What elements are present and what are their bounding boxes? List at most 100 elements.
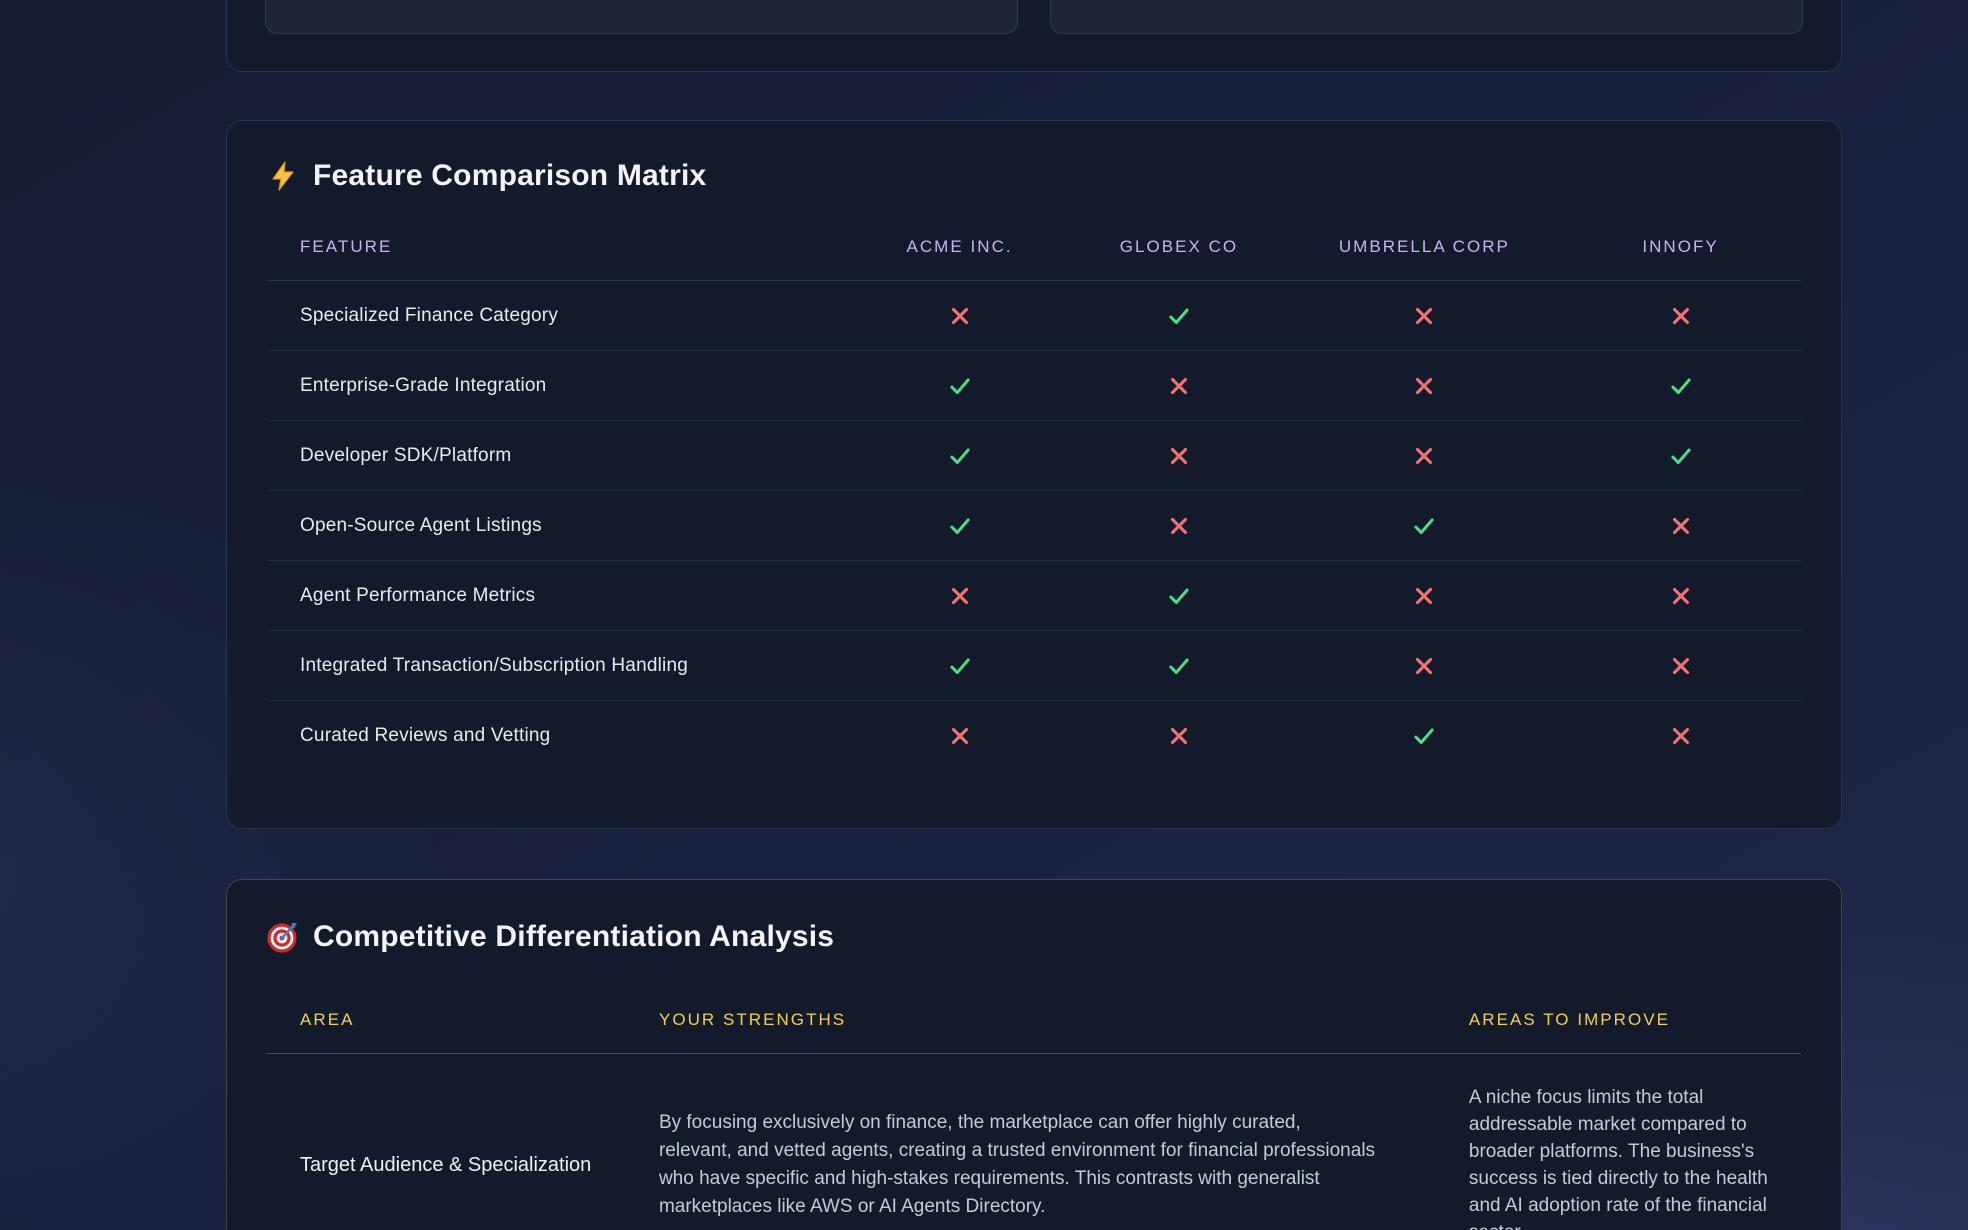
feature-unsupported-cell [1288, 420, 1561, 491]
feature-supported-cell [1560, 420, 1801, 491]
lightning-icon [267, 160, 299, 192]
check-icon [947, 373, 973, 399]
check-icon [1166, 303, 1192, 329]
check-icon [1166, 583, 1192, 609]
feature-matrix-title: Feature Comparison Matrix [267, 159, 1801, 193]
feature-unsupported-cell [1560, 560, 1801, 631]
check-icon [1166, 653, 1192, 679]
feature-supported-cell [1069, 630, 1289, 701]
column-header-your-strengths: YOUR STRENGTHS [625, 992, 1436, 1054]
differentiation-title-text: Competitive Differentiation Analysis [313, 920, 835, 953]
feature-unsupported-cell [1069, 350, 1289, 421]
cross-icon [1411, 653, 1437, 679]
improve-text: A niche focus limits the total addressab… [1468, 1087, 1768, 1230]
column-header-globex-co: GLOBEX CO [1069, 219, 1289, 281]
cross-icon [1668, 513, 1694, 539]
feature-unsupported-cell [1289, 281, 1561, 351]
feature-row-specialized-finance-category: Specialized Finance Category [267, 281, 1801, 351]
check-icon [1668, 443, 1694, 469]
check-icon [947, 653, 973, 679]
column-header-feature: FEATURE [267, 219, 850, 281]
strengths-text: By focusing exclusively on finance, the … [658, 1112, 1376, 1217]
feature-unsupported-cell [849, 700, 1070, 771]
feature-matrix-body: Specialized Finance Category Enterprise-G… [267, 281, 1801, 771]
cross-icon [1411, 443, 1437, 469]
feature-supported-cell [849, 490, 1070, 561]
column-header-innofy: INNOFY [1560, 219, 1801, 281]
differentiation-card: Competitive Differentiation Analysis ARE… [226, 879, 1842, 1230]
feature-supported-cell [1069, 560, 1289, 631]
target-icon [267, 921, 299, 953]
cross-icon [947, 723, 973, 749]
column-header-area: AREA [267, 992, 626, 1054]
feature-supported-cell [1069, 281, 1288, 351]
cross-icon [1668, 723, 1694, 749]
feature-unsupported-cell [1560, 630, 1801, 701]
cross-icon [1166, 373, 1192, 399]
previous-section-card [226, 0, 1842, 72]
check-icon [947, 513, 973, 539]
differentiation-table: AREA YOUR STRENGTHS AREAS TO IMPROVE Targe… [267, 992, 1801, 1230]
feature-row-open-source-agent-listings: Open-Source Agent Listings [267, 490, 1801, 561]
feature-row-curated-reviews-and-vetting: Curated Reviews and Vetting [267, 700, 1801, 771]
feature-supported-cell [1560, 350, 1801, 421]
cross-icon [1411, 583, 1437, 609]
column-header-acme-inc: ACME INC. [849, 219, 1070, 281]
cross-icon [1411, 373, 1437, 399]
feature-matrix-header-row: FEATURE ACME INC. GLOBEX CO UMBRELLA CORP IN… [267, 219, 1801, 281]
cross-icon [1411, 303, 1437, 329]
feature-matrix-table: FEATURE ACME INC. GLOBEX CO UMBRELLA CORP IN… [267, 219, 1801, 771]
cross-icon [1166, 723, 1192, 749]
feature-row-agent-performance-metrics: Agent Performance Metrics [267, 560, 1801, 631]
cross-icon [1166, 513, 1192, 539]
feature-unsupported-cell [850, 281, 1069, 351]
cross-icon [947, 303, 973, 329]
cross-icon [1668, 303, 1694, 329]
feature-matrix-title-text: Feature Comparison Matrix [313, 159, 707, 192]
feature-supported-cell [849, 630, 1070, 701]
column-header-umbrella-corp: UMBRELLA CORP [1288, 219, 1561, 281]
differentiation-header-row: AREA YOUR STRENGTHS AREAS TO IMPROVE [267, 992, 1801, 1054]
feature-supported-cell [849, 420, 1070, 491]
feature-name: Agent Performance Metrics [267, 560, 850, 631]
feature-name: Open-Source Agent Listings [267, 490, 850, 561]
feature-row-developer-sdk-platform: Developer SDK/Platform [267, 420, 1801, 491]
check-icon [1411, 723, 1437, 749]
feature-unsupported-cell [1069, 490, 1289, 561]
check-icon [1668, 373, 1694, 399]
feature-name: Specialized Finance Category [300, 304, 559, 326]
differentiation-row-target-audience-specialization: Target Audience & Specialization By focus… [267, 1054, 1801, 1230]
feature-unsupported-cell [1069, 700, 1289, 771]
cross-icon [947, 583, 973, 609]
feature-unsupported-cell [1288, 630, 1561, 701]
feature-row-enterprise-grade-integration: Enterprise-Grade Integration [267, 350, 1801, 421]
area-name: Target Audience & Specialization [300, 1153, 592, 1176]
feature-unsupported-cell [849, 560, 1070, 631]
previous-section-grid [265, 0, 1803, 34]
feature-unsupported-cell [1560, 281, 1801, 351]
feature-unsupported-cell [1560, 700, 1801, 771]
feature-name: Curated Reviews and Vetting [267, 700, 850, 771]
cross-icon [1668, 583, 1694, 609]
cross-icon [1668, 653, 1694, 679]
feature-name: Enterprise-Grade Integration [267, 350, 850, 421]
feature-unsupported-cell [1069, 420, 1289, 491]
check-icon [947, 443, 973, 469]
feature-unsupported-cell [1288, 560, 1561, 631]
feature-unsupported-cell [1560, 490, 1801, 561]
feature-comparison-card: Feature Comparison Matrix FEATURE ACME IN… [226, 120, 1842, 829]
cross-icon [1166, 443, 1192, 469]
feature-unsupported-cell [1288, 350, 1561, 421]
feature-name: Developer SDK/Platform [267, 420, 850, 491]
feature-supported-cell [1288, 490, 1561, 561]
differentiation-title: Competitive Differentiation Analysis [267, 920, 1801, 954]
feature-supported-cell [849, 350, 1070, 421]
previous-subcard-right [1050, 0, 1803, 34]
feature-row-integrated-transaction-subscription-handling: Integrated Transaction/Subscription Hand… [267, 630, 1801, 701]
previous-subcard-left [265, 0, 1018, 34]
feature-name: Integrated Transaction/Subscription Hand… [267, 630, 850, 701]
differentiation-body: Target Audience & Specialization By focus… [267, 1054, 1801, 1230]
check-icon [1411, 513, 1437, 539]
feature-supported-cell [1288, 700, 1561, 771]
